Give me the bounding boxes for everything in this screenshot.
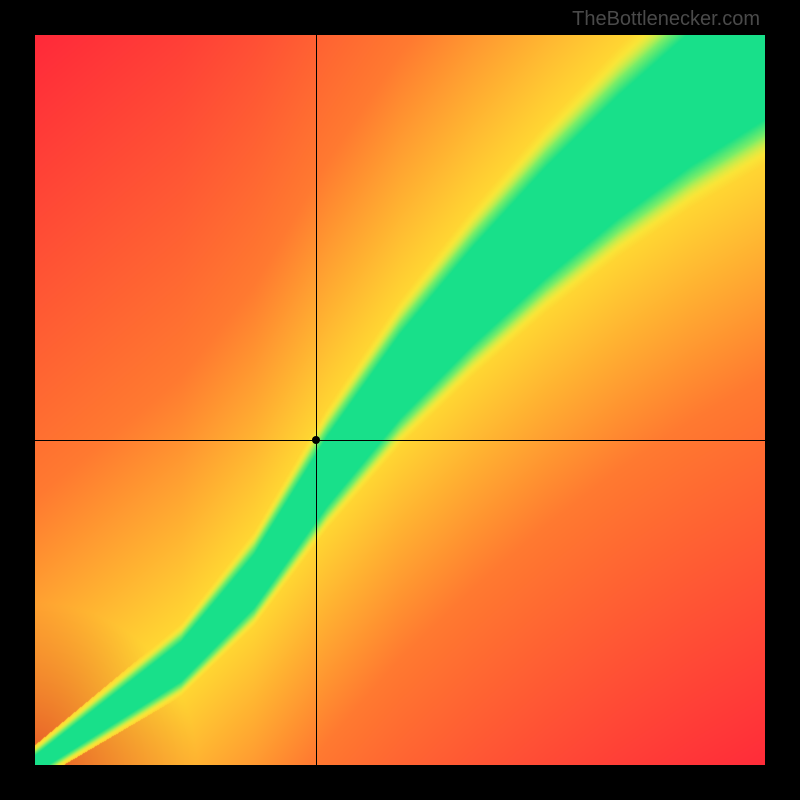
crosshair-vertical-line	[316, 35, 317, 765]
watermark-text: TheBottlenecker.com	[572, 8, 760, 31]
heatmap-chart	[35, 35, 765, 765]
crosshair-marker-dot	[312, 436, 320, 444]
crosshair-horizontal-line	[35, 440, 765, 441]
heatmap-canvas	[35, 35, 765, 765]
